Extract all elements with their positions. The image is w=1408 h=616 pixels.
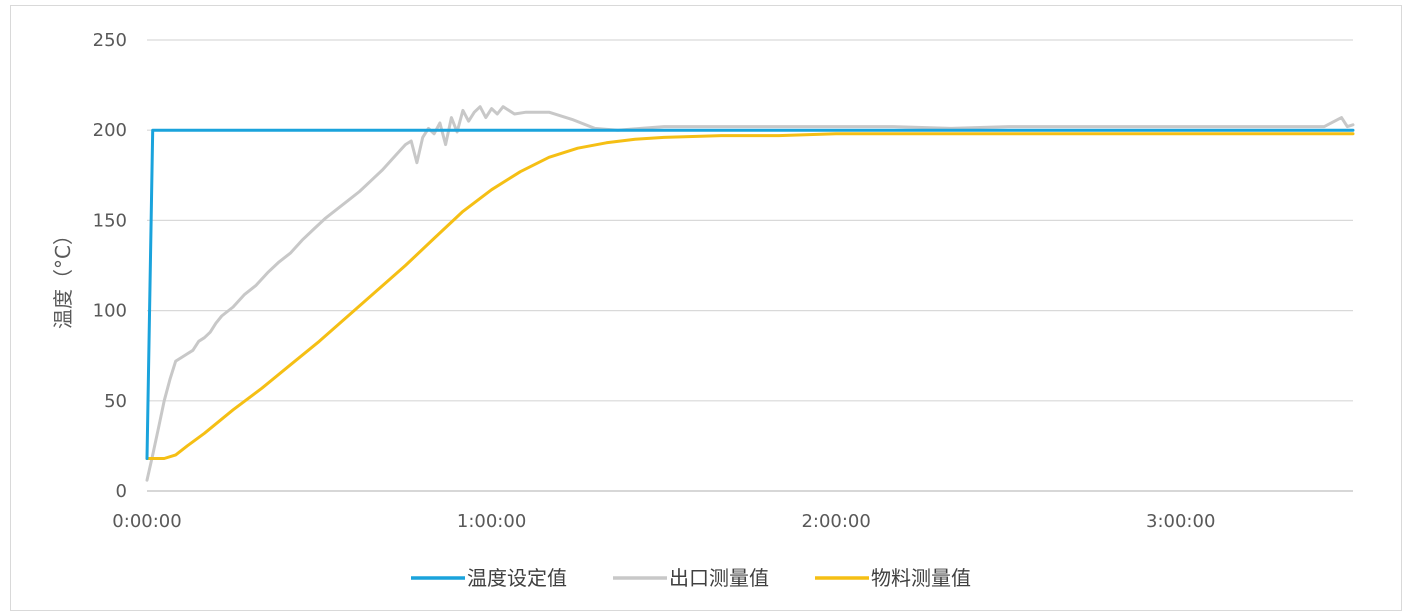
y-tick-label: 50 bbox=[104, 391, 127, 412]
x-tick-label: 3:00:00 bbox=[1146, 511, 1215, 532]
legend-item-2: 出口测量值 bbox=[613, 566, 769, 590]
y-axis-ticks: 0 50 100 150 200 250 bbox=[93, 30, 127, 502]
legend-item-3: 物料测量值 bbox=[815, 566, 971, 590]
x-tick-label: 0:00:00 bbox=[112, 511, 181, 532]
legend-label: 温度设定值 bbox=[467, 566, 567, 590]
y-tick-label: 0 bbox=[116, 481, 127, 502]
y-tick-label: 250 bbox=[93, 30, 127, 51]
x-tick-label: 1:00:00 bbox=[457, 511, 526, 532]
legend-label: 物料测量值 bbox=[871, 566, 971, 590]
x-axis-ticks: 0:00:00 1:00:00 2:00:00 3:00:00 bbox=[112, 511, 1215, 532]
legend: 温度设定值 出口测量值 物料测量值 bbox=[411, 566, 971, 590]
series-layer bbox=[145, 105, 1355, 482]
series-line-1 bbox=[145, 128, 1355, 460]
series-line-2 bbox=[145, 105, 1355, 482]
x-tick-label: 2:00:00 bbox=[801, 511, 870, 532]
gridlines bbox=[147, 39, 1353, 402]
legend-label: 出口测量值 bbox=[669, 566, 769, 590]
y-tick-label: 150 bbox=[93, 210, 127, 231]
legend-item-1: 温度设定值 bbox=[411, 566, 567, 590]
y-tick-label: 200 bbox=[93, 120, 127, 141]
series-line-3 bbox=[145, 132, 1355, 460]
y-axis-title: 温度（°C） bbox=[51, 225, 75, 329]
chart-frame bbox=[10, 5, 1402, 611]
y-tick-label: 100 bbox=[93, 301, 127, 322]
